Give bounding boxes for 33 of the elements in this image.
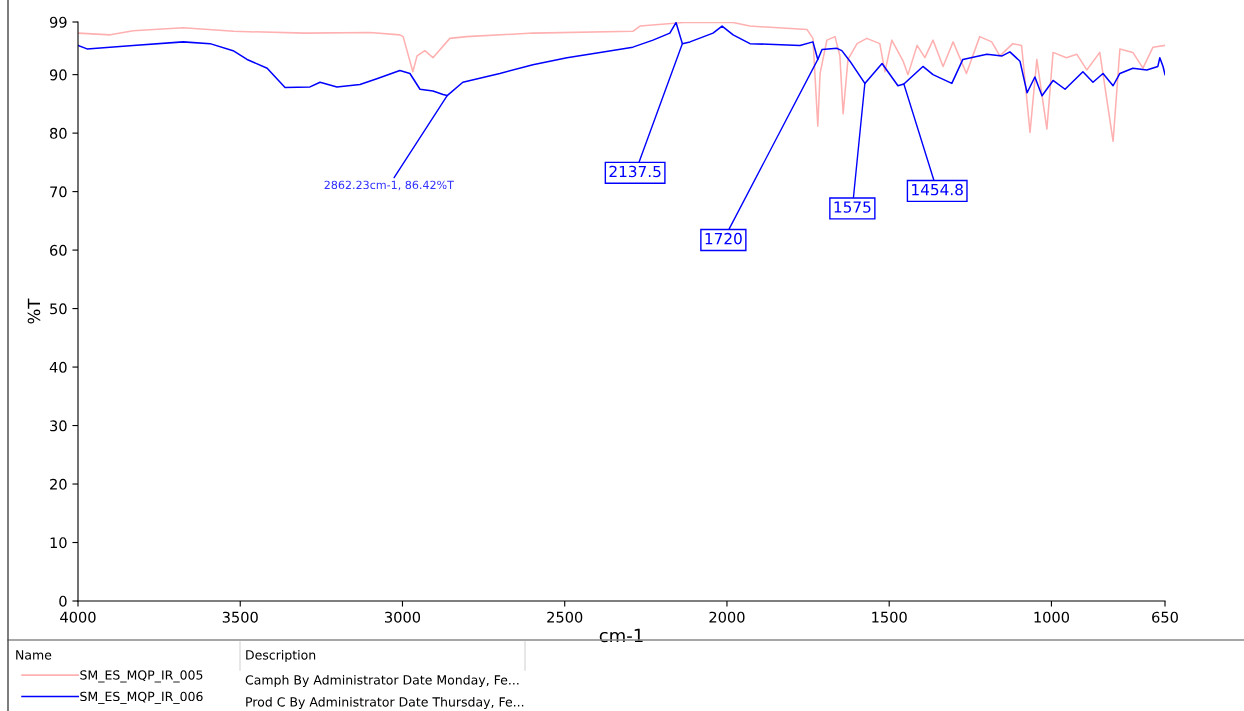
text: Camph By Administrator Date Monday, Fe... [245, 674, 519, 688]
x-tick-label: 3500 [222, 611, 258, 623]
y-tick-label: 30 [50, 420, 67, 432]
annotation: 2137.5 [609, 165, 661, 178]
legend-label: SM_ES_MQP_IR_005 [80, 670, 203, 683]
x-tick-label: 650 [1152, 611, 1178, 623]
y-tick-label: 80 [50, 127, 67, 139]
annotation: 1454.8 [912, 183, 963, 196]
annotation: 1720 [705, 232, 742, 245]
x-axis-title: cm-1 [599, 628, 643, 643]
legend-label: SM_ES_MQP_IR_006 [80, 691, 203, 704]
text: Name [16, 650, 52, 660]
line-series [78, 22, 1165, 143]
y-tick-label: 40 [49, 361, 67, 373]
annotation: 1575 [834, 201, 871, 213]
annotation: 2862.23cm-1, 86.42%T [324, 180, 454, 191]
y-tick-label: 20 [50, 478, 67, 490]
y-tick-label: 70 [50, 186, 67, 198]
text: Description [246, 649, 316, 663]
y-tick-label: 50 [50, 303, 67, 315]
y-axis-title: %T [27, 298, 41, 324]
x-tick-label: 3000 [385, 611, 421, 623]
y-tick-label: 60 [50, 244, 67, 256]
y-tick-label: 10 [50, 537, 67, 549]
y-tick-label: 0 [59, 595, 67, 607]
y-tick-label: 90 [49, 69, 67, 81]
x-tick-label: 1000 [1034, 611, 1070, 623]
x-tick-label: 2000 [709, 611, 745, 623]
x-tick-label: 1500 [872, 611, 907, 623]
y-tick-label: 99 [49, 16, 67, 28]
x-tick-label: 2500 [547, 611, 583, 623]
x-tick-label: 4000 [60, 611, 96, 623]
text: Prod C By Administrator Date Thursday, Fe... [246, 696, 524, 710]
